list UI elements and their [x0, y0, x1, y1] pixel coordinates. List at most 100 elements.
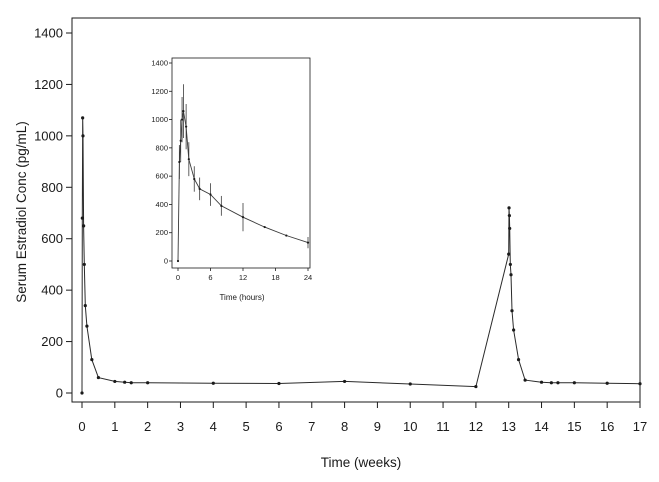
inset-x-axis-title: Time (hours) — [219, 293, 264, 302]
main-y-tick-label: 600 — [41, 231, 63, 246]
main-data-point — [80, 216, 84, 220]
main-data-point — [129, 381, 133, 385]
inset-x-tick-label: 18 — [271, 273, 279, 282]
main-y-tick-label: 1000 — [34, 128, 63, 143]
main-data-point — [408, 382, 412, 386]
main-series-line — [81, 117, 641, 394]
main-y-tick-label: 1400 — [34, 26, 63, 41]
main-data-point — [516, 357, 521, 362]
main-data-point — [539, 380, 544, 384]
main-data-point — [85, 324, 89, 328]
inset-y-tick-label: 1200 — [151, 87, 168, 96]
main-data-point — [474, 384, 478, 389]
inset-y-tick-label: 800 — [155, 143, 168, 152]
inset-plot-frame: 0 200 400 600 800 1000 1200 1400 0 6 12 18 24 — [151, 57, 312, 282]
main-x-tick-label: 17 — [633, 419, 647, 434]
main-data-point — [572, 381, 576, 385]
inset-data-point — [176, 259, 180, 263]
inset-y-tick-label: 0 — [164, 257, 168, 266]
main-data-point — [81, 134, 85, 138]
main-data-point — [80, 391, 84, 395]
inset-data-point — [209, 193, 212, 196]
main-plot-border — [71, 17, 641, 403]
inset-data-point — [285, 234, 288, 237]
main-x-tick-label: 15 — [567, 419, 581, 434]
inset-plot-border — [171, 57, 311, 269]
main-data-point — [90, 357, 94, 362]
main-x-tick-label: 16 — [600, 419, 614, 434]
main-y-axis-title: Serum Estradiol Conc (pg/mL) — [14, 121, 29, 303]
inset-data-point — [198, 187, 201, 190]
main-x-tick-label: 8 — [341, 419, 348, 434]
main-data-point — [509, 273, 513, 277]
main-y-tick-label: 200 — [41, 334, 63, 349]
main-x-tick-label: 1 — [111, 419, 118, 434]
main-data-point — [83, 303, 87, 308]
main-data-point — [113, 379, 117, 384]
main-data-point — [507, 252, 511, 256]
inset-data-point — [241, 216, 245, 219]
inset-y-tick-label: 200 — [155, 228, 168, 237]
inset-y-tick-label: 400 — [155, 200, 168, 209]
main-data-point — [549, 381, 553, 385]
main-data-point — [507, 213, 511, 218]
inset-plot-marks — [176, 84, 310, 263]
main-x-tick-label: 9 — [374, 419, 381, 434]
main-x-tick-label: 13 — [501, 419, 515, 434]
main-x-tick-label: 3 — [177, 419, 184, 434]
inset-x-tick-label: 6 — [208, 273, 212, 282]
inset-data-point — [180, 118, 184, 121]
main-x-tick-label: 12 — [469, 419, 483, 434]
inset-data-point — [263, 225, 266, 229]
main-data-point — [211, 381, 215, 385]
main-data-point — [146, 381, 150, 385]
main-x-tick-label: 7 — [308, 419, 315, 434]
main-data-point — [512, 328, 516, 332]
main-data-point — [605, 381, 609, 385]
inset-data-point — [187, 158, 190, 161]
inset-x-tick-label: 12 — [239, 273, 247, 282]
main-x-tick-label: 0 — [78, 419, 85, 434]
inset-data-point — [306, 241, 310, 244]
main-x-tick-label: 6 — [275, 419, 282, 434]
main-x-tick-label: 14 — [534, 419, 548, 434]
main-data-point — [342, 379, 347, 384]
main-data-point — [508, 262, 512, 267]
inset-data-point — [182, 109, 185, 113]
main-data-point — [81, 116, 85, 120]
main-data-point — [123, 380, 127, 384]
main-x-tick-label: 2 — [144, 419, 151, 434]
main-data-point — [277, 381, 281, 386]
main-plot-marks — [80, 116, 642, 395]
main-y-tick-label: 800 — [41, 180, 63, 195]
main-x-tick-label: 5 — [243, 419, 250, 434]
main-y-tick-label: 1200 — [34, 77, 63, 92]
main-x-tick-label: 4 — [210, 419, 217, 434]
inset-y-tick-label: 1400 — [151, 59, 168, 68]
main-x-tick-label: 10 — [403, 419, 417, 434]
main-data-point — [556, 381, 560, 385]
inset-data-point — [185, 125, 188, 128]
main-data-point — [96, 375, 101, 380]
main-data-point — [82, 262, 86, 267]
inset-y-tick-label: 1000 — [151, 115, 168, 124]
inset-data-point — [178, 160, 181, 164]
main-x-axis-title: Time (weeks) — [321, 455, 402, 470]
main-y-tick-label: 400 — [41, 283, 63, 298]
main-data-point — [523, 378, 527, 382]
inset-x-tick-label: 0 — [176, 273, 180, 282]
main-data-point — [507, 206, 511, 210]
main-data-point — [510, 309, 514, 313]
inset-data-point — [220, 204, 223, 207]
inset-y-tick-label: 600 — [155, 172, 168, 181]
inset-data-point — [193, 177, 196, 181]
main-data-point — [638, 382, 642, 386]
inset-x-tick-label: 24 — [304, 273, 312, 282]
main-x-tick-label: 11 — [436, 419, 450, 434]
main-data-point — [508, 226, 512, 231]
main-data-point — [82, 224, 86, 228]
main-y-tick-label: 0 — [56, 386, 63, 401]
